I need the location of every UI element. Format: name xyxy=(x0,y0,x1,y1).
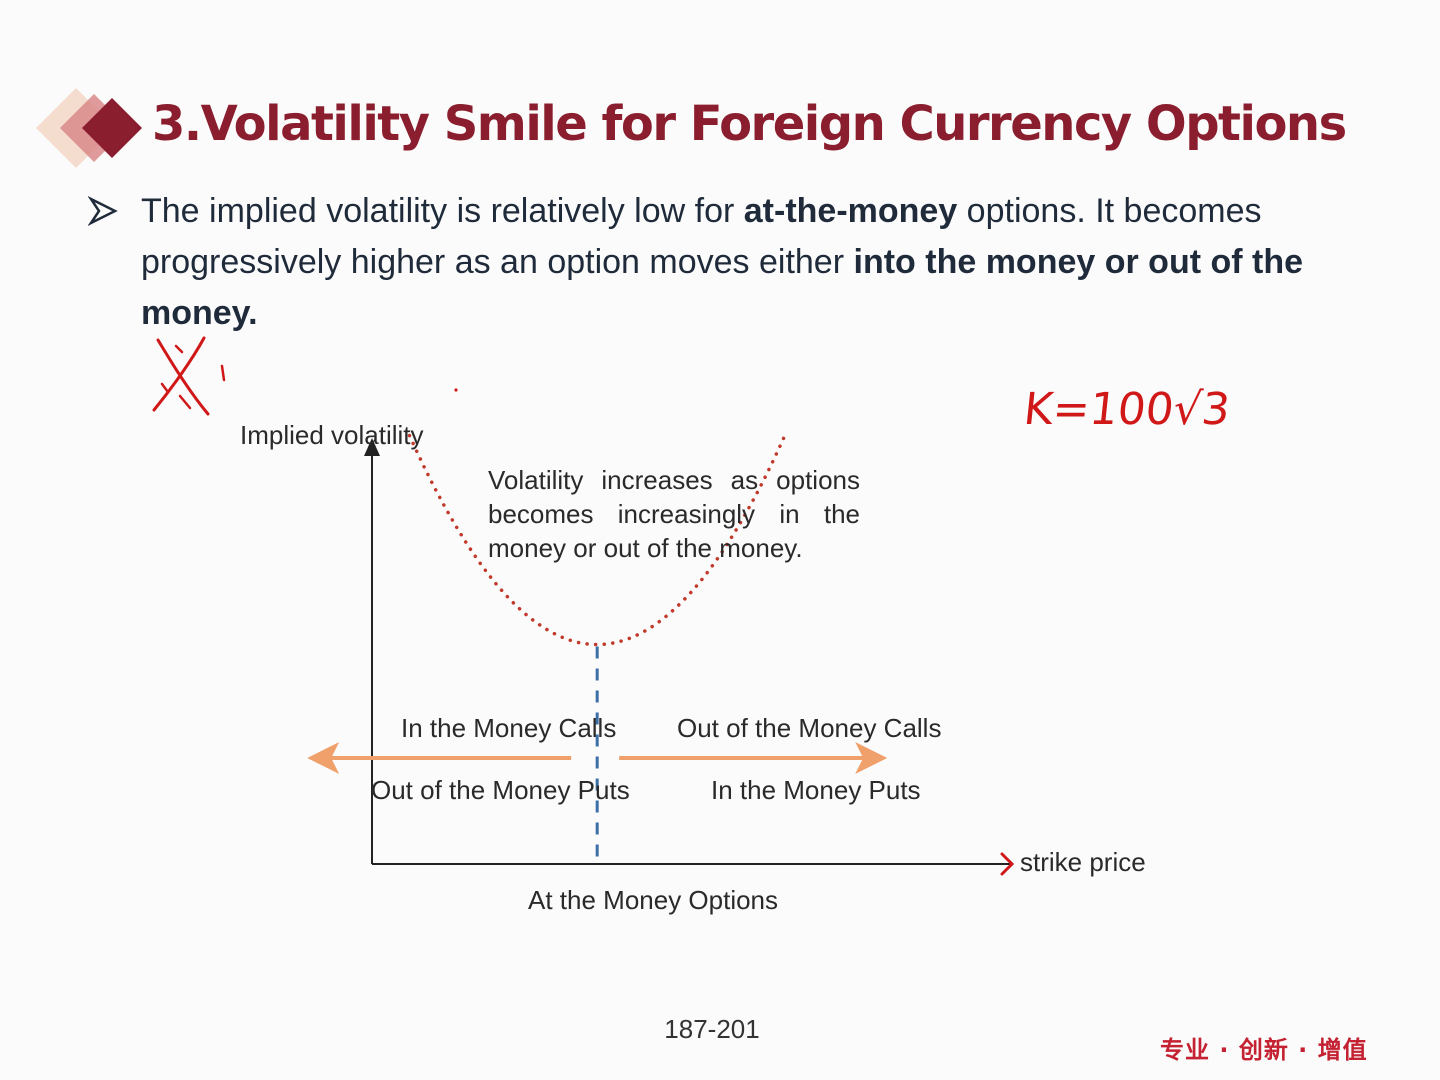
chart-annotation: Volatility increases as options becomes … xyxy=(488,465,860,563)
handwritten-note: K=100√3 xyxy=(1021,384,1233,435)
label-otm-puts: Out of the Money Puts xyxy=(371,775,630,805)
smile-series-line xyxy=(407,433,787,647)
footer-motto: 专业 · 创新 · 增值 xyxy=(1160,1036,1368,1064)
bullet-bold-at-the-money: at-the-money xyxy=(743,192,958,230)
page-number: 187-201 xyxy=(664,1014,760,1044)
slide-title: 3.Volatility Smile for Foreign Currency … xyxy=(152,96,1347,152)
bullet-text-part-2: options. It becomes progressively higher… xyxy=(141,192,1262,281)
y-axis-label: Implied volatility xyxy=(240,420,424,450)
label-otm-calls: Out of the Money Calls xyxy=(677,713,942,743)
bullet-arrow-icon xyxy=(88,196,118,226)
chart-axes xyxy=(364,438,1015,876)
bullet-text: The implied volatility is relatively low… xyxy=(141,186,1351,339)
smile-curve xyxy=(407,433,787,647)
diamond-logo-icon xyxy=(36,88,142,168)
label-itm-calls: In the Money Calls xyxy=(401,713,617,743)
bullet-bold-itm-otm: into the money or out of the money. xyxy=(141,243,1304,332)
x-axis-arrowhead-icon xyxy=(1000,852,1015,876)
bullet-text-part-1: The implied volatility is relatively low… xyxy=(141,192,744,230)
x-axis-label: strike price xyxy=(1020,847,1146,877)
label-itm-puts: In the Money Puts xyxy=(711,775,921,805)
atm-label: At the Money Options xyxy=(528,885,779,915)
